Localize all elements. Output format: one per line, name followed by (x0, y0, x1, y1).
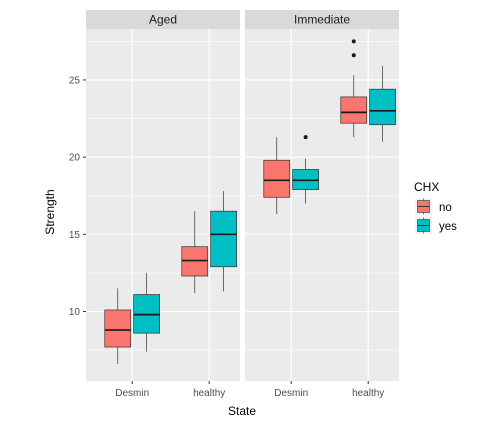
outlier-point-immediate-healthy-no (351, 53, 356, 58)
legend-label-yes: yes (439, 221, 457, 233)
panel-background-immediate (245, 29, 399, 381)
outlier-point-immediate-healthy-no (351, 39, 356, 44)
box-immediate-desmin-no (263, 159, 291, 198)
box-immediate-healthy-no (340, 96, 368, 124)
y-tick-label-20: 20 (69, 153, 81, 164)
x-tick-label-aged-desmin: Desmin (115, 388, 149, 399)
y-axis-title: Strength (43, 189, 57, 234)
outlier-point-immediate-desmin-yes (303, 135, 308, 140)
legend-key-yes (415, 217, 432, 234)
x-tick-label-aged-healthy: healthy (193, 388, 225, 399)
y-tick-label-15: 15 (69, 230, 81, 241)
legend: CHX no yes (414, 180, 457, 234)
box-aged-healthy-yes (210, 210, 237, 268)
x-tick-label-immediate-desmin: Desmin (274, 388, 308, 399)
legend-title: CHX (414, 180, 439, 194)
facet-strip-immediate (245, 10, 399, 29)
box-aged-desmin-no (104, 309, 132, 348)
x-tick-label-immediate-healthy: healthy (352, 388, 384, 399)
facet-label-aged: Aged (149, 13, 177, 27)
y-tick-label-10: 10 (69, 307, 81, 318)
facet-strip-aged (86, 10, 240, 29)
y-tick-label-25: 25 (69, 75, 81, 86)
legend-key-no (415, 198, 432, 215)
x-axis-title: State (228, 404, 256, 418)
box-immediate-healthy-yes (369, 88, 396, 126)
facet-label-immediate: Immediate (294, 13, 350, 27)
legend-label-no: no (439, 202, 452, 214)
